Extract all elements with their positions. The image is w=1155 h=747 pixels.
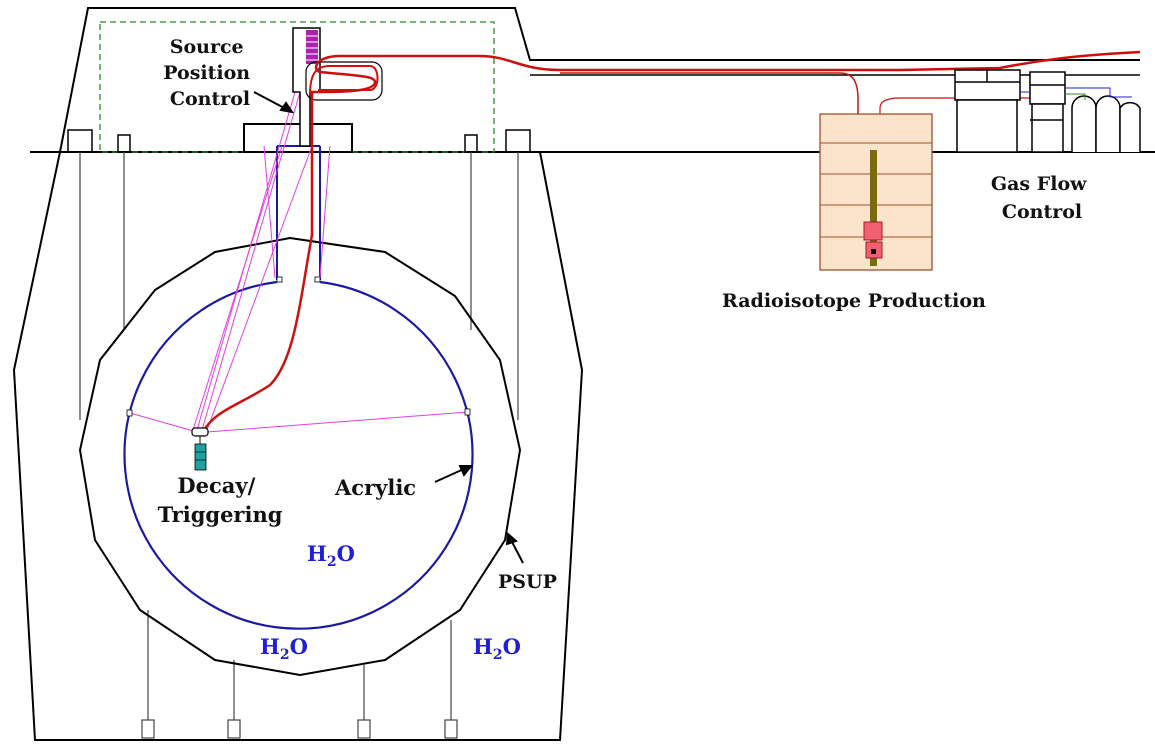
neutron-generator-rod xyxy=(870,150,877,266)
psup-label: PSUP xyxy=(498,571,557,593)
neck-cap xyxy=(243,123,353,153)
decay-label-line-1: Decay/ xyxy=(177,473,255,498)
decay-chamber xyxy=(194,443,207,471)
gas-cylinders xyxy=(1071,95,1141,152)
gas-flow-control-equipment xyxy=(954,69,1066,153)
deck-outline xyxy=(59,7,1140,153)
gas-flow-label-line-2: Control xyxy=(1002,201,1082,223)
gas-capillary-return xyxy=(879,72,1031,255)
manipulator-ropes xyxy=(129,91,469,433)
source-label-line-3: Control xyxy=(170,88,250,110)
cavity-outline xyxy=(12,151,584,741)
gas-flow-label-line-1: Gas Flow xyxy=(991,173,1087,195)
gas-capillary-loop xyxy=(309,65,379,96)
bottom-anchors xyxy=(141,610,458,739)
acrylic-label: Acrylic xyxy=(334,475,416,500)
decay-triggering-label: Decay/ Triggering xyxy=(158,473,283,527)
source-umbilical-reel xyxy=(306,30,318,64)
acrylic-neck xyxy=(276,145,321,280)
gas-flow-control-label: Gas Flow Control xyxy=(991,173,1093,223)
label-arrows xyxy=(253,91,524,564)
psup-polygon xyxy=(78,236,522,677)
acrylic-vessel xyxy=(123,280,474,630)
gas-lines xyxy=(1020,87,1132,100)
target-block-upper xyxy=(863,221,883,241)
gas-capillary-main xyxy=(201,50,1141,433)
gas-loop-box xyxy=(305,61,383,101)
source-position-control-label: Source Position Control xyxy=(163,36,256,110)
water-label-vessel: H2O xyxy=(307,541,355,570)
water-label-cavity: H2O xyxy=(473,634,521,663)
decay-label-line-2: Triggering xyxy=(158,502,283,527)
psup-support-ropes xyxy=(79,152,519,420)
water-label-lower: H2O xyxy=(260,634,308,663)
source-label-line-2: Position xyxy=(163,62,250,84)
source-label-line-1: Source xyxy=(170,36,244,58)
radioisotope-production-label: Radioisotope Production xyxy=(722,290,986,312)
decay-chamber-head xyxy=(191,427,209,437)
